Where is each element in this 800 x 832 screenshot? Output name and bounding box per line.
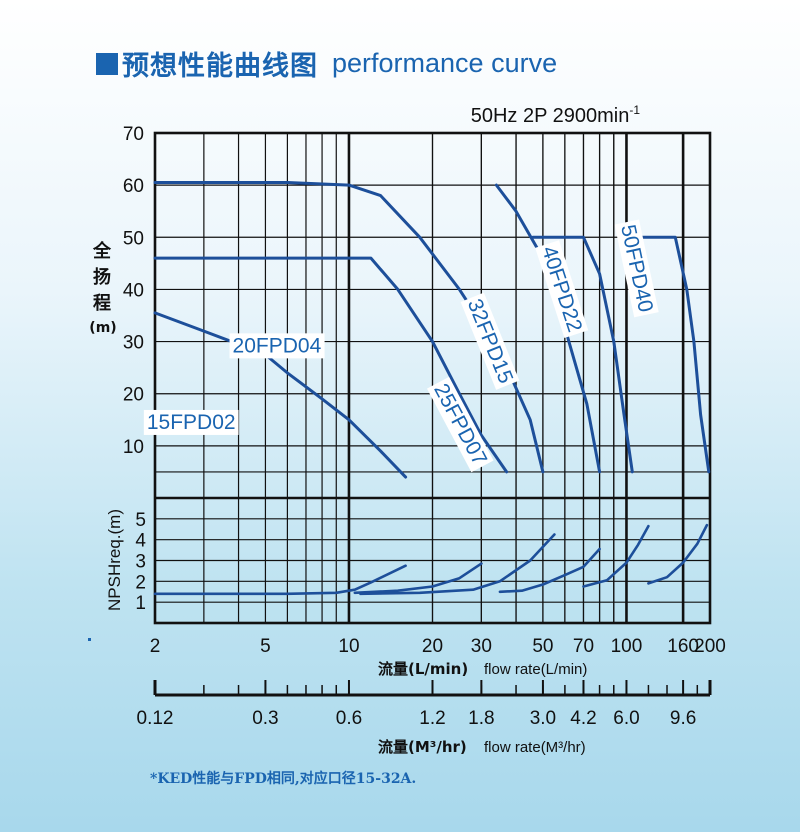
series-label-text: 15FPD02 bbox=[147, 411, 236, 434]
x2-tick-label: 0.6 bbox=[336, 708, 362, 729]
npsh-y-tick-label: 3 bbox=[135, 552, 146, 573]
npsh-y-tick-label: 5 bbox=[135, 510, 146, 531]
x-tick-label: 50 bbox=[532, 636, 553, 657]
head-y-axis-unit: (m) bbox=[89, 320, 116, 336]
npsh-y-axis-label: NPSHreq.(m) bbox=[105, 509, 124, 611]
x2-tick-label: 1.2 bbox=[419, 708, 445, 729]
x2-tick-label: 1.8 bbox=[468, 708, 494, 729]
x-tick-label: 70 bbox=[573, 636, 594, 657]
series-label-bg bbox=[535, 240, 589, 339]
npsh-y-tick-label: 4 bbox=[135, 531, 146, 552]
x-tick-label: 160 bbox=[667, 636, 699, 657]
head-y-axis-label: 程 bbox=[93, 293, 111, 314]
npsh-curve-20FPD04 bbox=[353, 562, 483, 595]
x2-tick-label: 0.12 bbox=[137, 708, 174, 729]
x-tick-label: 100 bbox=[611, 636, 643, 657]
head-y-axis-label: 扬 bbox=[93, 266, 111, 288]
head-curve-20FPD04 bbox=[153, 256, 509, 474]
series-label-bg bbox=[229, 333, 325, 359]
npsh-curve-25FPD07 bbox=[359, 533, 556, 596]
npsh-curve-32FPD15 bbox=[498, 547, 601, 594]
x2-tick-label: 6.0 bbox=[613, 708, 639, 729]
series-label-bg bbox=[460, 292, 520, 390]
head-y-tick-label: 70 bbox=[123, 124, 144, 145]
page-title-en: performance curve bbox=[332, 48, 558, 78]
footnote: *KED性能与FPD相同,对应口径15-32A. bbox=[150, 771, 417, 787]
chart-subtitle: 50Hz 2P 2900min-1 bbox=[471, 103, 641, 127]
series-label-15FPD02: 15FPD02 bbox=[143, 409, 239, 435]
title-square-icon bbox=[96, 52, 118, 75]
npsh-y-tick-label: 2 bbox=[135, 572, 146, 593]
series-label-text: 20FPD04 bbox=[233, 334, 322, 357]
head-curve-15FPD02 bbox=[153, 311, 408, 479]
x2-axis-label: 流量(M³/hr) flow rate(M³/hr) bbox=[378, 738, 586, 756]
head-y-tick-label: 60 bbox=[123, 176, 144, 197]
x-tick-label: 2 bbox=[150, 636, 161, 657]
head-y-tick-label: 40 bbox=[123, 280, 144, 301]
x2-tick-label: 4.2 bbox=[570, 708, 596, 729]
head-curve-25FPD07 bbox=[153, 181, 545, 474]
secondary-axis bbox=[153, 680, 712, 697]
series-label-25FPD07: 25FPD07 bbox=[426, 376, 494, 473]
head-curve-40FPD22 bbox=[531, 235, 634, 474]
x2-tick-label: 3.0 bbox=[530, 708, 556, 729]
head-y-axis-label: 全 bbox=[92, 240, 112, 262]
npsh-y-tick-label: 1 bbox=[135, 593, 146, 614]
x-axis-label: 流量(L/min) flow rate(L/min) bbox=[378, 660, 587, 678]
page-title-cn: 预想性能曲线图 bbox=[122, 51, 318, 82]
series-label-bg bbox=[426, 376, 494, 473]
head-y-tick-label: 20 bbox=[123, 385, 144, 406]
series-label-bg bbox=[143, 409, 239, 435]
npsh-curve-40FPD22 bbox=[582, 524, 650, 588]
x2-tick-label: 9.6 bbox=[670, 708, 696, 729]
x-tick-label: 5 bbox=[260, 636, 271, 657]
x-tick-label: 10 bbox=[338, 636, 359, 657]
x2-tick-label: 0.3 bbox=[252, 708, 278, 729]
series-label-bg bbox=[614, 219, 659, 318]
decorative-dot bbox=[88, 638, 91, 641]
chart-grid bbox=[153, 131, 712, 625]
npsh-curve-15FPD02 bbox=[153, 564, 407, 596]
x-tick-label: 200 bbox=[694, 636, 726, 657]
head-curve-50FPD40 bbox=[625, 235, 711, 474]
series-label-50FPD40: 50FPD40 bbox=[614, 219, 659, 318]
x-tick-label: 30 bbox=[471, 636, 492, 657]
x-tick-label: 20 bbox=[422, 636, 443, 657]
head-y-tick-label: 50 bbox=[123, 228, 144, 249]
series-label-20FPD04: 20FPD04 bbox=[229, 333, 325, 359]
head-y-tick-label: 30 bbox=[123, 333, 144, 354]
chart-frame bbox=[153, 131, 712, 625]
npsh-curve-50FPD40 bbox=[647, 523, 709, 585]
head-y-tick-label: 10 bbox=[123, 437, 144, 458]
page-title: 预想性能曲线图 performance curve bbox=[96, 44, 557, 83]
